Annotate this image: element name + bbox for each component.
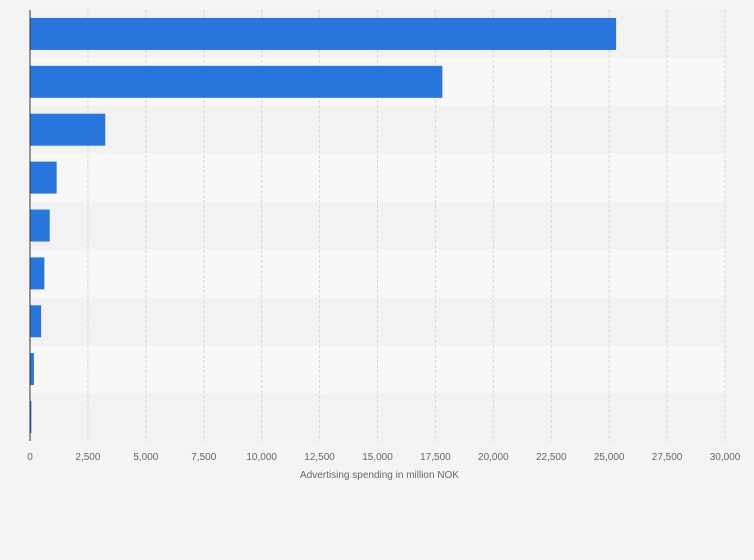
x-tick-label: 20,000 [478, 452, 509, 463]
bar [30, 161, 57, 194]
bar [30, 353, 34, 386]
bar [30, 113, 106, 146]
x-tick-label: 30,000 [710, 452, 741, 463]
x-tick-label: 5,000 [133, 452, 158, 463]
x-tick-label: 10,000 [246, 452, 277, 463]
bar [30, 65, 443, 98]
bar [30, 257, 45, 290]
x-axis-ticks: 0 2,500 5,000 7,500 10,000 12,500 15,000 17,500… [27, 452, 741, 463]
bar [30, 209, 50, 242]
x-tick-label: 0 [27, 452, 33, 463]
bar [30, 17, 617, 50]
x-tick-label: 27,500 [652, 452, 683, 463]
bar [30, 305, 42, 338]
x-tick-label: 25,000 [594, 452, 625, 463]
x-axis-title: Advertising spending in million NOK [300, 470, 459, 481]
bar [30, 401, 32, 434]
x-tick-label: 2,500 [75, 452, 100, 463]
bars [30, 17, 617, 434]
x-tick-label: 22,500 [536, 452, 567, 463]
x-tick-label: 17,500 [420, 452, 451, 463]
x-tick-label: 15,000 [362, 452, 393, 463]
x-tick-label: 7,500 [191, 452, 216, 463]
x-tick-label: 12,500 [304, 452, 335, 463]
